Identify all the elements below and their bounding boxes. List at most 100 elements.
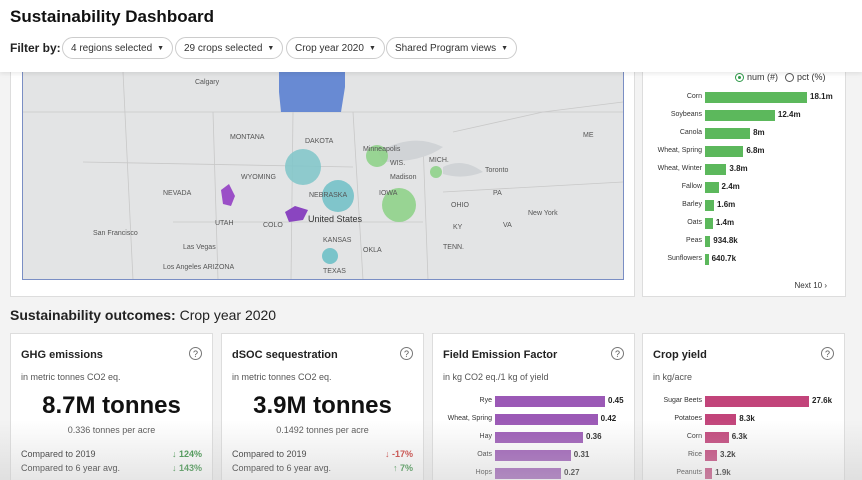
next-page-button[interactable]: Next 10 › (795, 281, 827, 290)
bar-row[interactable]: Peanuts 1.9k (643, 467, 846, 480)
region-shape-utah (221, 184, 235, 206)
card-value: 3.9M tonnes (253, 392, 392, 419)
bar-row[interactable]: Sunflowers 640.7k (643, 253, 847, 267)
bar-row[interactable]: Peas 934.8k (643, 235, 847, 249)
bar-row[interactable]: Fallow 2.4m (643, 181, 847, 195)
map-bubble (322, 248, 338, 264)
bar (705, 236, 711, 247)
map-label: NEVADA (163, 190, 192, 197)
map-bubble (366, 145, 388, 167)
bar-value-label: 8.3k (739, 414, 755, 423)
bar-value-label: 0.27 (564, 468, 580, 477)
bar-label: Corn (686, 433, 702, 440)
bar-row[interactable]: Rice 3.2k (643, 449, 846, 463)
bar-row[interactable]: Rye 0.45 (433, 395, 636, 409)
filter-label: Filter by: (10, 41, 61, 55)
bar (495, 396, 605, 407)
bar-label: Wheat, Spring (447, 415, 492, 422)
bar-value-label: 1.9k (715, 468, 731, 477)
bar-label: Peas (686, 237, 702, 244)
map-label: Madison (390, 174, 417, 181)
map-label: IOWA (379, 190, 398, 197)
bar-row[interactable]: Hay 0.36 (433, 431, 636, 445)
bar-value-label: 6.3k (731, 432, 748, 441)
card-unit: in kg CO2 eq./1 kg of yield (443, 372, 549, 382)
map-label: MICH. (429, 157, 449, 164)
map-label: Los Angeles (163, 264, 202, 271)
bar-label: Fallow (681, 183, 702, 190)
comparison-row: Compared to 2019 ↓ -17% (232, 449, 413, 461)
map-bubble (322, 180, 354, 212)
bar (705, 450, 718, 461)
bar-label: Sunflowers (667, 255, 702, 262)
help-icon[interactable]: ? (189, 347, 202, 360)
bar-row[interactable]: Corn 6.3k (643, 431, 846, 445)
year-filter-label: Crop year 2020 (295, 42, 364, 54)
map-label: KY (453, 224, 463, 231)
comparison-row: Compared to 2019 ↓ 124% (21, 449, 202, 461)
bar-row[interactable]: Wheat, Spring 6.8m (643, 145, 847, 159)
crops-chart-card: num (#) pct (%) Corn 18.1m Soybeans 12.4m Ca… (642, 72, 846, 297)
comparison-label: Compared to 2019 (21, 449, 96, 459)
bar (705, 432, 729, 443)
card-unit: in metric tonnes CO2 eq. (21, 372, 121, 382)
bar-value-label: 12.4m (777, 110, 801, 119)
bar (495, 432, 583, 443)
bar-value-label: 18.1m (810, 92, 833, 101)
bar (495, 468, 561, 479)
pct-radio[interactable] (785, 72, 795, 82)
bar-row[interactable]: Potatoes 8.3k (643, 413, 846, 427)
card-title: Crop yield (653, 349, 707, 361)
num-radio[interactable] (735, 72, 744, 82)
pct-radio-label: pct (%) (797, 72, 826, 82)
bar-label: Hay (479, 433, 492, 440)
bar-row[interactable]: Barley 1.6m (643, 199, 847, 213)
bar-label: Soybeans (670, 111, 702, 118)
bar-row[interactable]: Canola 8m (643, 127, 847, 141)
next-page-label: Next 10 (794, 281, 823, 290)
bar-label: Peanuts (676, 469, 702, 476)
card-title: Field Emission Factor (443, 349, 558, 361)
bar-value-label: 3.2k (720, 450, 736, 459)
map-label: San Francisco (93, 230, 138, 237)
bar-row[interactable]: Soybeans 12.4m (643, 109, 847, 123)
bar-row[interactable]: Wheat, Winter 3.8m (643, 163, 847, 177)
help-icon[interactable]: ? (611, 347, 624, 360)
comparison-label: Compared to 6 year avg. (232, 463, 332, 473)
map-label: UTAH (215, 220, 234, 227)
bar (705, 110, 775, 121)
map-label: OHIO (451, 202, 469, 209)
region-map[interactable]: Calgary MONTANA DAKOTA WIS. MICH. Minnea… (22, 72, 624, 280)
help-icon[interactable]: ? (400, 347, 413, 360)
regions-filter-dropdown[interactable]: 4 regions selected ▼ (62, 37, 174, 59)
comparison-label: Compared to 6 year avg. (21, 463, 121, 473)
section-title-prefix: Sustainability outcomes: (10, 307, 176, 323)
bar-row[interactable]: Oats 0.31 (433, 449, 636, 463)
dsoc-card: dSOC sequestration ? in metric tonnes CO… (221, 333, 424, 480)
map-bubble (285, 149, 321, 185)
map-bubble (382, 188, 416, 222)
help-icon[interactable]: ? (821, 347, 834, 360)
bar-row[interactable]: Oats 1.4m (643, 217, 847, 231)
bar-row[interactable]: Corn 18.1m (643, 91, 847, 105)
crops-filter-dropdown[interactable]: 29 crops selected ▼ (175, 37, 284, 59)
map-label: KANSAS (323, 237, 352, 244)
bar-label: Wheat, Winter (657, 165, 702, 172)
comparison-label: Compared to 2019 (232, 449, 307, 459)
bar-label: Barley (682, 201, 702, 208)
map-label: New York (528, 210, 558, 217)
bar-row[interactable]: Hops 0.27 (433, 467, 636, 480)
comparison-value: ↓ 143% (171, 463, 202, 473)
map-bubble (430, 166, 442, 178)
program-filter-dropdown[interactable]: Shared Program views ▼ (386, 37, 518, 59)
map-label: DAKOTA (305, 138, 334, 145)
crops-filter-label: 29 crops selected (184, 42, 263, 54)
year-filter-dropdown[interactable]: Crop year 2020 ▼ (286, 37, 385, 59)
num-radio-label: num (#) (747, 72, 779, 82)
card-unit: in metric tonnes CO2 eq. (232, 372, 332, 382)
bar-row[interactable]: Wheat, Spring 0.42 (433, 413, 636, 427)
bar-row[interactable]: Sugar Beets 27.6k (643, 395, 846, 409)
bar-label: Corn (686, 93, 702, 100)
bar-label: Wheat, Spring (657, 147, 702, 154)
page-title: Sustainability Dashboard (10, 7, 215, 26)
